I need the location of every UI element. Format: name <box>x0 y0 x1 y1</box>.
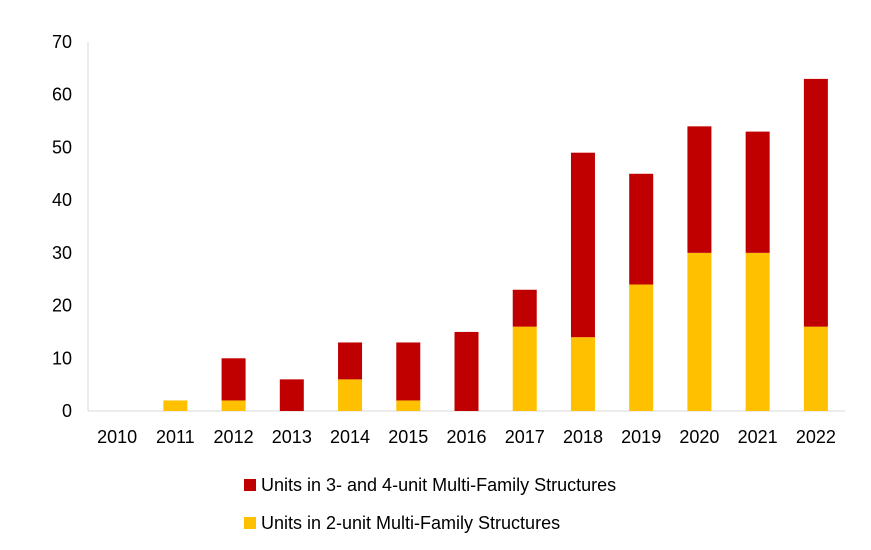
x-tick-label: 2016 <box>446 427 486 447</box>
x-tick-label: 2021 <box>738 427 778 447</box>
bar-segment-2-unit <box>570 337 595 411</box>
bar-segment-2-unit <box>338 379 363 411</box>
y-tick-label: 20 <box>52 296 72 316</box>
y-tick-label: 50 <box>52 137 72 157</box>
y-tick-label: 40 <box>52 190 72 210</box>
legend-label-3-4-unit: Units in 3- and 4-unit Multi-Family Stru… <box>261 474 617 495</box>
bar-segment-3-4-unit <box>279 379 304 411</box>
x-axis: 2010 2011 2012 2013 2014 2015 2016 2017 2018 2019… <box>88 410 845 447</box>
legend-label-2-unit: Units in 2-unit Multi-Family Structures <box>261 512 561 533</box>
x-tick-label: 2014 <box>330 427 370 447</box>
legend-item-2-unit: Units in 2-unit Multi-Family Structures <box>244 504 616 542</box>
legend-item-3-4-unit: Units in 3- and 4-unit Multi-Family Stru… <box>244 466 616 504</box>
y-tick-label: 10 <box>52 348 72 368</box>
x-tick-label: 2013 <box>272 427 312 447</box>
bar-segment-2-unit <box>803 326 828 411</box>
x-tick-label: 2022 <box>796 427 836 447</box>
bar-segment-2-unit <box>745 252 770 411</box>
y-tick-label: 60 <box>52 85 72 105</box>
bar-segment-3-4-unit <box>745 131 770 253</box>
bars <box>163 78 828 411</box>
legend: Units in 3- and 4-unit Multi-Family Stru… <box>244 466 616 542</box>
bar-segment-2-unit <box>221 400 246 411</box>
x-tick-label: 2019 <box>621 427 661 447</box>
bar-segment-3-4-unit <box>687 126 712 253</box>
bar-segment-2-unit <box>629 284 654 411</box>
bar-segment-3-4-unit <box>803 78 828 327</box>
bar-segment-3-4-unit <box>338 342 363 380</box>
y-tick-label: 30 <box>52 243 72 263</box>
bar-segment-3-4-unit <box>396 342 421 401</box>
y-axis: 0 10 20 30 40 50 60 70 <box>52 32 89 421</box>
x-tick-label: 2010 <box>97 427 137 447</box>
bar-segment-3-4-unit <box>570 152 595 338</box>
bar-segment-2-unit <box>687 252 712 411</box>
y-tick-label: 70 <box>52 32 72 52</box>
legend-swatch-3-4-unit <box>244 479 256 491</box>
bar-segment-3-4-unit <box>221 358 246 401</box>
legend-swatch-2-unit <box>244 517 256 529</box>
bar-segment-2-unit <box>163 400 188 411</box>
x-tick-label: 2012 <box>214 427 254 447</box>
y-tick-label: 0 <box>62 401 72 421</box>
x-tick-label: 2018 <box>563 427 603 447</box>
bar-segment-3-4-unit <box>454 331 479 411</box>
bar-segment-3-4-unit <box>512 289 537 327</box>
x-tick-label: 2011 <box>156 427 195 447</box>
bar-segment-2-unit <box>396 400 421 411</box>
x-tick-label: 2015 <box>388 427 428 447</box>
bar-segment-2-unit <box>512 326 537 411</box>
x-tick-label: 2017 <box>505 427 545 447</box>
bar-segment-3-4-unit <box>629 173 654 285</box>
x-tick-label: 2020 <box>679 427 719 447</box>
